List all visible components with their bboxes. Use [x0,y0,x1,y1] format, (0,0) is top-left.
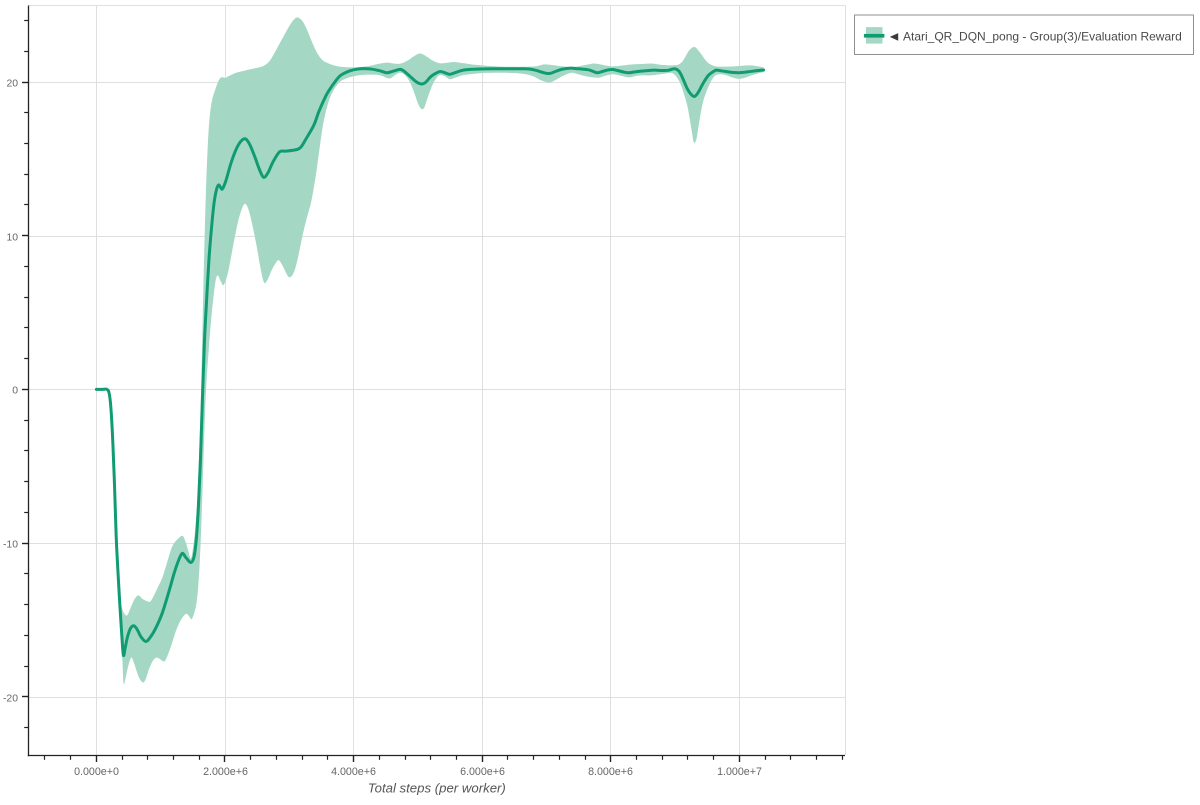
svg-text:10: 10 [6,232,18,243]
svg-text:-10: -10 [3,539,18,550]
svg-text:8.000e+6: 8.000e+6 [588,766,633,778]
svg-text:20: 20 [6,78,18,89]
svg-text:1.000e+7: 1.000e+7 [717,766,762,778]
svg-text:0: 0 [12,385,18,396]
svg-text:6.000e+6: 6.000e+6 [460,766,505,778]
svg-text:2.000e+6: 2.000e+6 [203,766,248,778]
svg-text:0.000e+0: 0.000e+0 [74,766,119,778]
svg-text:Atari_QR_DQN_pong - Group(3)/E: Atari_QR_DQN_pong - Group(3)/Evaluation … [903,29,1182,43]
svg-text:-20: -20 [3,693,18,704]
svg-text:4.000e+6: 4.000e+6 [331,766,376,778]
svg-text:Total steps (per worker): Total steps (per worker) [368,781,506,796]
